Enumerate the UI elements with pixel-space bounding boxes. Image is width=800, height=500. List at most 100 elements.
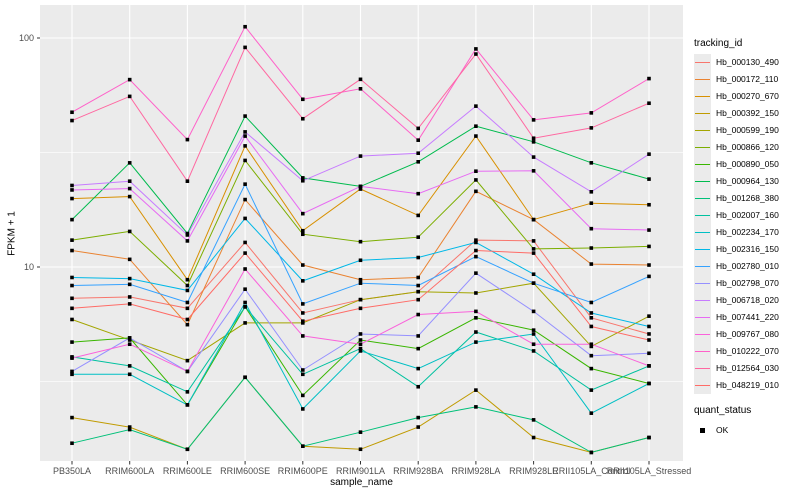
data-point-marker: [647, 101, 651, 106]
quant-ok-square-icon: [700, 427, 705, 433]
data-point-marker: [416, 126, 420, 131]
data-point-marker: [70, 118, 74, 123]
legend-key: [694, 155, 711, 173]
data-point-marker: [185, 179, 190, 183]
data-point-marker: [416, 384, 420, 389]
data-point-marker: [531, 272, 536, 277]
data-point-marker: [531, 342, 536, 347]
data-point-marker: [127, 276, 132, 281]
data-point-marker: [301, 176, 305, 180]
data-point-marker: [243, 251, 247, 255]
data-point-marker: [243, 287, 247, 291]
data-point-marker: [474, 240, 478, 245]
data-point-marker: [589, 366, 594, 371]
data-point-marker: [243, 375, 247, 380]
data-point-marker: [416, 425, 420, 429]
data-point-marker: [127, 194, 132, 199]
legend-item-label: Hb_000866_120: [716, 142, 779, 152]
data-point-marker: [531, 332, 536, 336]
data-point-marker: [416, 138, 420, 142]
data-point-marker: [416, 366, 420, 371]
legend-item-Hb_002007_160: Hb_002007_160: [694, 206, 779, 224]
data-point-marker: [358, 87, 363, 91]
data-point-marker: [358, 342, 363, 347]
legend-swatch-line: [695, 350, 710, 352]
legend-item-label: Hb_000964_130: [716, 176, 779, 186]
legend-key: [694, 257, 711, 275]
data-point-marker: [531, 328, 536, 332]
data-point-marker: [70, 415, 74, 420]
data-point-marker: [185, 239, 190, 243]
data-point-marker: [358, 346, 363, 351]
legend-item-Hb_001268_380: Hb_001268_380: [694, 189, 779, 207]
legend-swatch-line: [695, 78, 710, 80]
data-point-marker: [243, 197, 247, 202]
data-point-marker: [531, 239, 536, 243]
legend-key: [694, 359, 711, 377]
data-point-marker: [127, 295, 132, 299]
data-point-marker: [127, 186, 132, 191]
legend-item-label: Hb_002798_070: [716, 278, 779, 288]
x-tick-label: RRIM600SE: [220, 466, 270, 476]
legend-key: [694, 223, 711, 241]
data-point-marker: [589, 316, 594, 320]
data-point-marker: [474, 405, 478, 409]
data-point-marker: [358, 187, 363, 191]
data-point-marker: [474, 52, 478, 56]
data-point-marker: [301, 232, 305, 237]
data-point-marker: [358, 297, 363, 302]
data-point-marker: [70, 372, 74, 377]
data-point-marker: [185, 288, 190, 293]
legend-item-Hb_000599_190: Hb_000599_190: [694, 121, 779, 139]
legend-swatch-line: [695, 316, 710, 318]
data-point-marker: [70, 306, 74, 311]
data-point-marker: [474, 316, 478, 320]
legend-swatch-line: [695, 129, 710, 131]
legend-item-label: Hb_001268_380: [716, 193, 779, 203]
data-point-marker: [185, 277, 190, 282]
data-point-marker: [185, 283, 190, 288]
data-point-marker: [474, 248, 478, 253]
data-point-marker: [589, 126, 594, 130]
data-point-marker: [185, 390, 190, 394]
data-point-marker: [127, 338, 132, 342]
legend-item-Hb_000964_130: Hb_000964_130: [694, 172, 779, 190]
legend-item-label: Hb_000130_490: [716, 57, 779, 67]
data-point-marker: [358, 430, 363, 434]
data-point-marker: [647, 177, 651, 181]
legend-key: [694, 240, 711, 258]
x-tick-label: RRIM600LE: [163, 466, 212, 476]
data-point-marker: [531, 349, 536, 353]
legend-swatch-line: [695, 95, 710, 97]
data-point-marker: [301, 407, 305, 411]
data-point-marker: [474, 169, 478, 174]
data-point-marker: [474, 271, 478, 275]
legend-item-label: Hb_010222_070: [716, 346, 779, 356]
data-point-marker: [647, 351, 651, 356]
data-point-marker: [301, 311, 305, 315]
data-point-marker: [589, 450, 594, 455]
legend-item-label: Hb_000599_190: [716, 125, 779, 135]
x-tick-label: RRIM928LE: [509, 466, 558, 476]
quant-ok-label: OK: [716, 425, 729, 435]
quant-ok-marker-key: [694, 422, 711, 439]
legend-item-Hb_006718_020: Hb_006718_020: [694, 291, 779, 309]
data-point-marker: [301, 178, 305, 183]
data-point-marker: [589, 344, 594, 349]
data-point-marker: [589, 411, 594, 415]
data-point-marker: [416, 346, 420, 351]
data-point-marker: [358, 277, 363, 282]
data-point-marker: [416, 312, 420, 317]
data-point-marker: [70, 248, 74, 253]
legend-swatch-line: [695, 367, 710, 369]
legend-item-label: Hb_002780_010: [716, 261, 779, 271]
data-point-marker: [70, 217, 74, 222]
data-point-marker: [185, 317, 190, 322]
data-point-marker: [243, 45, 247, 50]
data-point-marker: [243, 130, 247, 134]
data-point-marker: [301, 319, 305, 323]
data-point-marker: [647, 314, 651, 318]
data-point-marker: [531, 251, 536, 255]
legend-key: [694, 342, 711, 360]
